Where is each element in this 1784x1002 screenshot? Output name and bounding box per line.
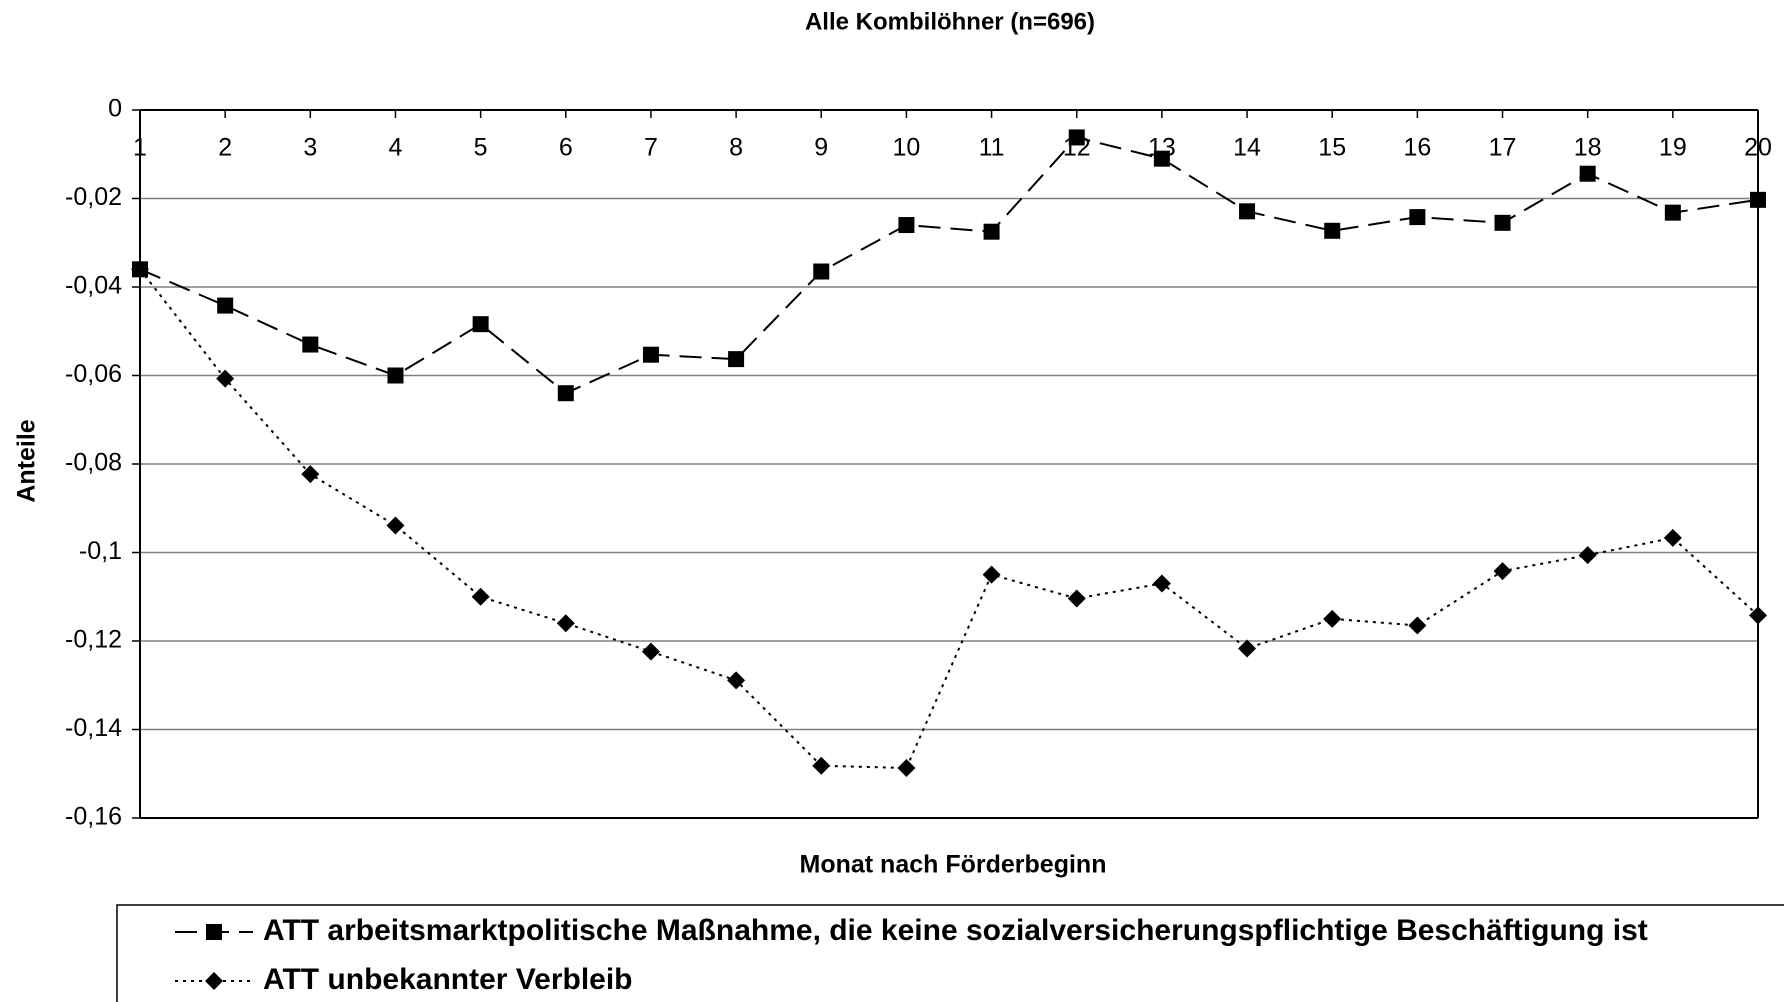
marker — [1664, 204, 1681, 221]
legend-label: ATT unbekannter Verbleib — [263, 963, 633, 996]
marker — [1324, 222, 1341, 239]
marker — [216, 369, 235, 388]
marker — [1408, 616, 1427, 635]
x-tick-label: 20 — [1744, 134, 1772, 162]
x-tick-label: 9 — [814, 134, 828, 162]
x-tick-label: 7 — [644, 134, 658, 162]
x-tick-label: 6 — [559, 134, 573, 162]
marker — [1238, 639, 1257, 658]
x-tick-label: 3 — [303, 134, 317, 162]
marker — [1663, 528, 1682, 547]
marker — [642, 346, 659, 363]
legend-label: ATT arbeitsmarktpolitische Maßnahme, die… — [263, 914, 1648, 947]
marker — [813, 263, 830, 280]
marker — [131, 260, 149, 279]
y-tick-label: -0,12 — [65, 626, 122, 654]
marker — [1749, 606, 1767, 625]
y-tick-label: -0,1 — [79, 537, 122, 565]
x-tick-label: 1 — [133, 134, 147, 162]
x-tick-label: 17 — [1489, 134, 1517, 162]
marker — [982, 565, 1001, 584]
marker — [472, 316, 489, 333]
marker — [217, 297, 234, 314]
y-tick-label: -0,16 — [65, 803, 122, 831]
marker — [557, 385, 574, 402]
marker — [641, 642, 660, 661]
marker — [1153, 150, 1170, 167]
marker — [1067, 589, 1086, 608]
marker — [897, 758, 916, 777]
marker — [206, 924, 222, 940]
x-tick-label: 8 — [729, 134, 743, 162]
marker — [1578, 546, 1597, 565]
marker — [1493, 562, 1512, 581]
marker — [812, 756, 831, 775]
marker — [1239, 203, 1256, 220]
y-tick-label: -0,04 — [65, 272, 122, 300]
y-tick-label: -0,08 — [65, 449, 122, 477]
x-tick-label: 19 — [1659, 134, 1687, 162]
series-line — [139, 136, 1759, 395]
marker — [728, 351, 745, 368]
marker — [386, 516, 405, 535]
marker — [1068, 129, 1085, 146]
marker — [387, 367, 404, 384]
y-axis-title: Anteile — [13, 419, 41, 502]
marker — [1750, 191, 1766, 208]
series-line — [139, 268, 1759, 770]
marker — [301, 465, 320, 484]
y-tick-label: -0,02 — [65, 183, 122, 211]
x-tick-label: 14 — [1233, 134, 1261, 162]
x-tick-label: 11 — [979, 134, 1005, 162]
marker — [556, 614, 575, 633]
y-tick-label: -0,14 — [65, 714, 122, 742]
marker — [1579, 165, 1596, 182]
marker — [727, 671, 746, 690]
x-tick-label: 4 — [389, 134, 403, 162]
marker — [1494, 214, 1511, 231]
x-tick-label: 5 — [474, 134, 488, 162]
x-tick-label: 2 — [218, 134, 232, 162]
x-axis-title: Monat nach Förderbeginn — [800, 851, 1107, 879]
marker — [302, 336, 319, 353]
marker — [1152, 574, 1171, 593]
marker — [471, 587, 490, 606]
x-tick-label: 15 — [1318, 134, 1346, 162]
marker — [1323, 609, 1342, 628]
marker — [898, 217, 915, 234]
legend-box — [116, 904, 1784, 1002]
marker — [205, 972, 223, 990]
x-tick-label: 16 — [1403, 134, 1431, 162]
y-tick-label: 0 — [108, 95, 122, 123]
x-tick-label: 10 — [893, 134, 921, 162]
y-tick-label: -0,06 — [65, 360, 122, 388]
marker — [1409, 209, 1426, 226]
chart-title: Alle Kombilöhner (n=696) — [805, 8, 1095, 35]
x-tick-label: 18 — [1574, 134, 1602, 162]
marker — [983, 223, 1000, 240]
